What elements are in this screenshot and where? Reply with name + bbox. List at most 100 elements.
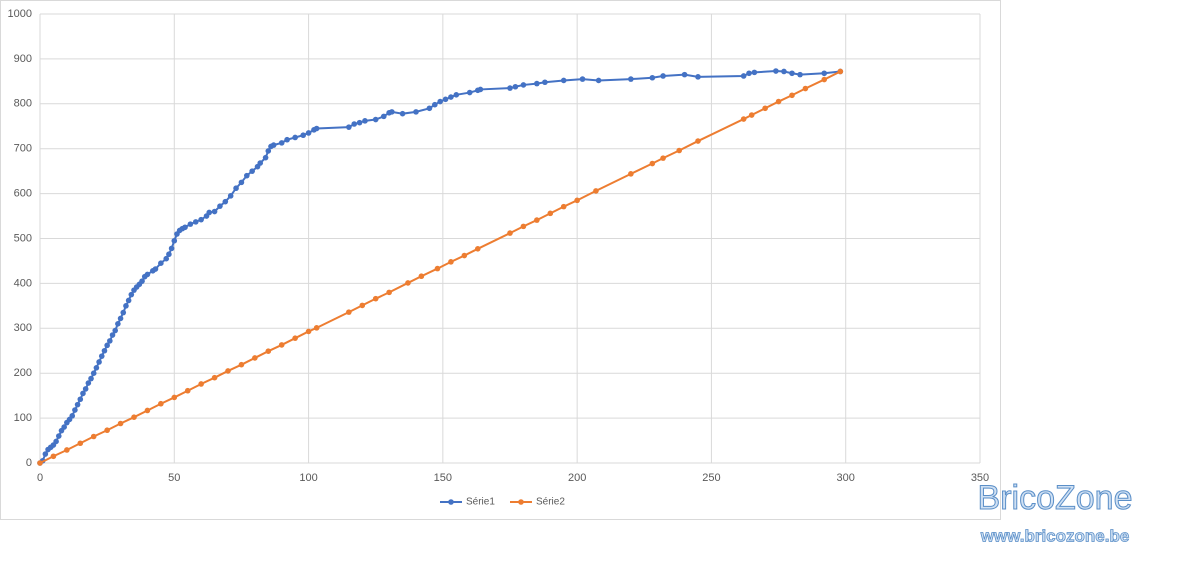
y-tick-label: 900: [14, 53, 32, 65]
data-point: [158, 260, 164, 266]
watermark-url: www.bricozone.be: [980, 526, 1130, 545]
data-point: [695, 138, 701, 144]
data-point: [262, 154, 269, 161]
data-point: [351, 121, 358, 127]
data-point: [418, 273, 425, 280]
data-point: [233, 185, 239, 192]
data-point: [50, 453, 57, 460]
y-tick-label: 700: [14, 143, 32, 155]
data-point: [740, 116, 747, 122]
data-point: [520, 82, 527, 88]
data-point: [222, 198, 229, 205]
x-tick-label: 100: [299, 472, 317, 484]
data-point: [413, 109, 419, 115]
data-point: [751, 69, 758, 76]
legend-label: Série1: [466, 497, 495, 508]
data-point: [477, 86, 484, 93]
data-point: [109, 332, 116, 338]
data-point: [184, 387, 191, 394]
data-point: [649, 74, 656, 81]
data-point: [802, 85, 809, 92]
data-point: [821, 76, 828, 83]
data-point: [284, 136, 290, 143]
x-tick-label: 0: [37, 472, 43, 484]
y-tick-label: 600: [14, 188, 32, 200]
data-point: [380, 113, 387, 120]
data-point: [171, 237, 178, 244]
data-point: [238, 361, 245, 368]
data-point: [676, 147, 682, 154]
data-point: [85, 380, 92, 386]
data-point: [512, 83, 519, 90]
data-point: [359, 302, 366, 309]
data-point: [238, 179, 245, 186]
data-point: [123, 303, 129, 309]
data-point: [77, 440, 84, 447]
data-point: [542, 79, 548, 86]
data-point: [90, 370, 97, 377]
y-tick-label: 100: [14, 412, 32, 424]
data-point: [93, 365, 100, 371]
data-point: [77, 396, 84, 403]
x-tick-label: 250: [702, 472, 720, 484]
data-point: [574, 197, 580, 204]
data-point: [198, 216, 204, 223]
y-tick-label: 300: [14, 322, 32, 334]
data-point: [649, 160, 656, 167]
data-point: [448, 94, 454, 100]
chart-frame: [0, 0, 1001, 520]
data-point: [346, 309, 352, 315]
data-point: [217, 203, 223, 209]
data-point: [773, 68, 779, 74]
data-point: [53, 438, 59, 445]
data-point: [152, 266, 159, 272]
data-point: [168, 245, 175, 252]
data-point: [104, 342, 110, 349]
data-point: [461, 252, 468, 259]
data-point: [265, 348, 272, 354]
data-point: [453, 92, 460, 98]
data-point: [98, 353, 105, 359]
data-point: [579, 76, 586, 82]
data-point: [746, 70, 752, 77]
data-point: [405, 280, 411, 286]
y-tick-label: 0: [26, 457, 32, 469]
data-point: [426, 105, 433, 112]
data-point: [166, 251, 172, 258]
x-tick-label: 150: [434, 472, 452, 484]
data-point: [313, 325, 320, 331]
data-point: [362, 118, 368, 124]
data-point: [278, 342, 285, 348]
data-point: [547, 210, 554, 217]
data-point: [372, 116, 379, 123]
x-tick-label: 200: [568, 472, 586, 484]
y-tick-label: 400: [14, 277, 32, 289]
data-point: [56, 433, 62, 439]
data-point: [117, 420, 124, 427]
data-point: [225, 368, 231, 374]
data-point: [560, 203, 567, 210]
data-point: [82, 386, 89, 392]
data-point: [80, 390, 86, 397]
data-point: [837, 68, 844, 75]
data-point: [821, 70, 828, 77]
data-point: [61, 424, 67, 430]
data-point: [144, 271, 151, 278]
x-tick-label: 50: [168, 472, 180, 484]
data-point: [131, 414, 137, 421]
data-point: [257, 160, 264, 166]
data-point: [42, 451, 49, 457]
data-point: [117, 315, 124, 322]
data-point: [434, 265, 441, 272]
data-point: [182, 224, 188, 231]
data-point: [507, 230, 513, 236]
y-tick-label: 1000: [8, 8, 32, 20]
data-point: [432, 101, 438, 108]
data-point: [104, 427, 110, 434]
data-point: [64, 447, 70, 453]
data-point: [560, 77, 567, 84]
data-point: [740, 73, 747, 79]
data-point: [144, 407, 151, 414]
data-point: [681, 71, 688, 78]
